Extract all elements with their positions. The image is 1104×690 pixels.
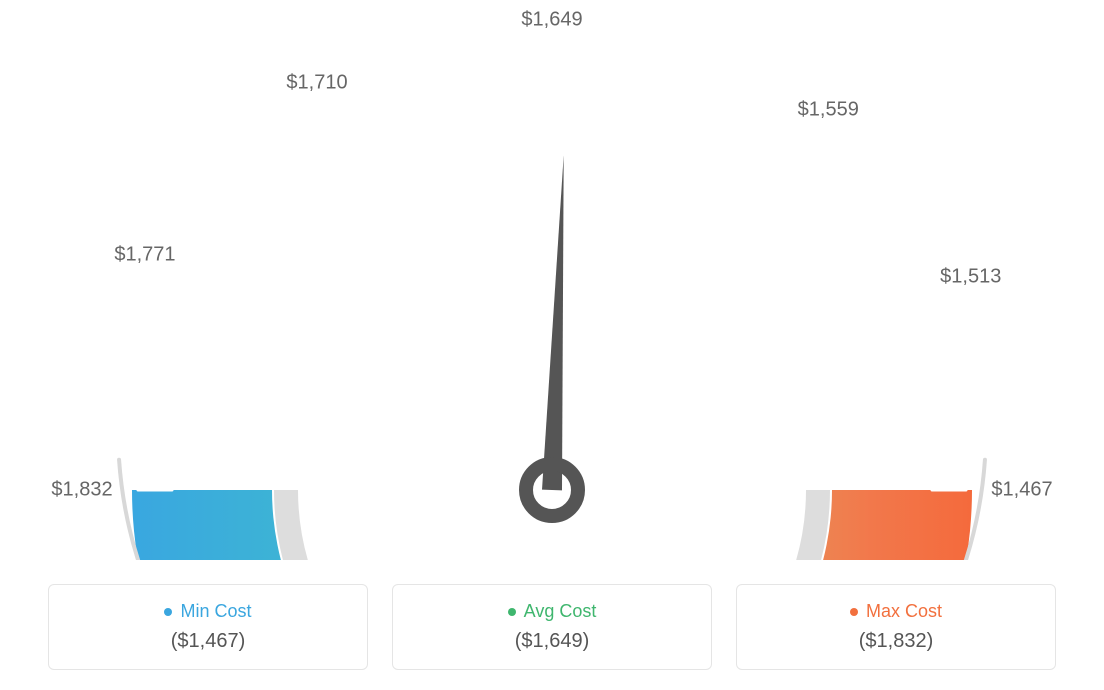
legend-max-label: Max Cost (866, 601, 942, 622)
min-dot-icon (164, 608, 172, 616)
legend-max-label-row: Max Cost (850, 601, 942, 622)
gauge-tick-label: $1,513 (940, 265, 1001, 288)
legend-avg-cost: Avg Cost ($1,649) (392, 584, 712, 670)
gauge-svg (52, 0, 1052, 560)
avg-dot-icon (508, 608, 516, 616)
gauge-tick-label: $1,559 (798, 98, 859, 121)
legend-avg-label: Avg Cost (524, 601, 597, 622)
gauge-tick-label: $1,467 (991, 479, 1052, 502)
legend-min-cost: Min Cost ($1,467) (48, 584, 368, 670)
legend-max-cost: Max Cost ($1,832) (736, 584, 1056, 670)
max-dot-icon (850, 608, 858, 616)
legend-avg-value: ($1,649) (515, 630, 590, 653)
legend-min-value: ($1,467) (171, 630, 246, 653)
gauge-tick-label: $1,771 (114, 244, 175, 267)
gauge-tick-label: $1,710 (286, 71, 347, 94)
cost-gauge-chart: $1,467 $1,513 $1,559 $1,649 $1,710 $1,771 $1,8… (0, 0, 1104, 690)
gauge-tick-label: $1,832 (51, 479, 112, 502)
legend-row: Min Cost ($1,467) Avg Cost ($1,649) Max … (0, 584, 1104, 670)
legend-min-label-row: Min Cost (164, 601, 251, 622)
gauge-area: $1,467 $1,513 $1,559 $1,649 $1,710 $1,771 $1,8… (52, 0, 1052, 560)
legend-min-label: Min Cost (180, 601, 251, 622)
legend-max-value: ($1,832) (859, 630, 934, 653)
legend-avg-label-row: Avg Cost (508, 601, 597, 622)
gauge-tick-label: $1,649 (521, 9, 582, 32)
